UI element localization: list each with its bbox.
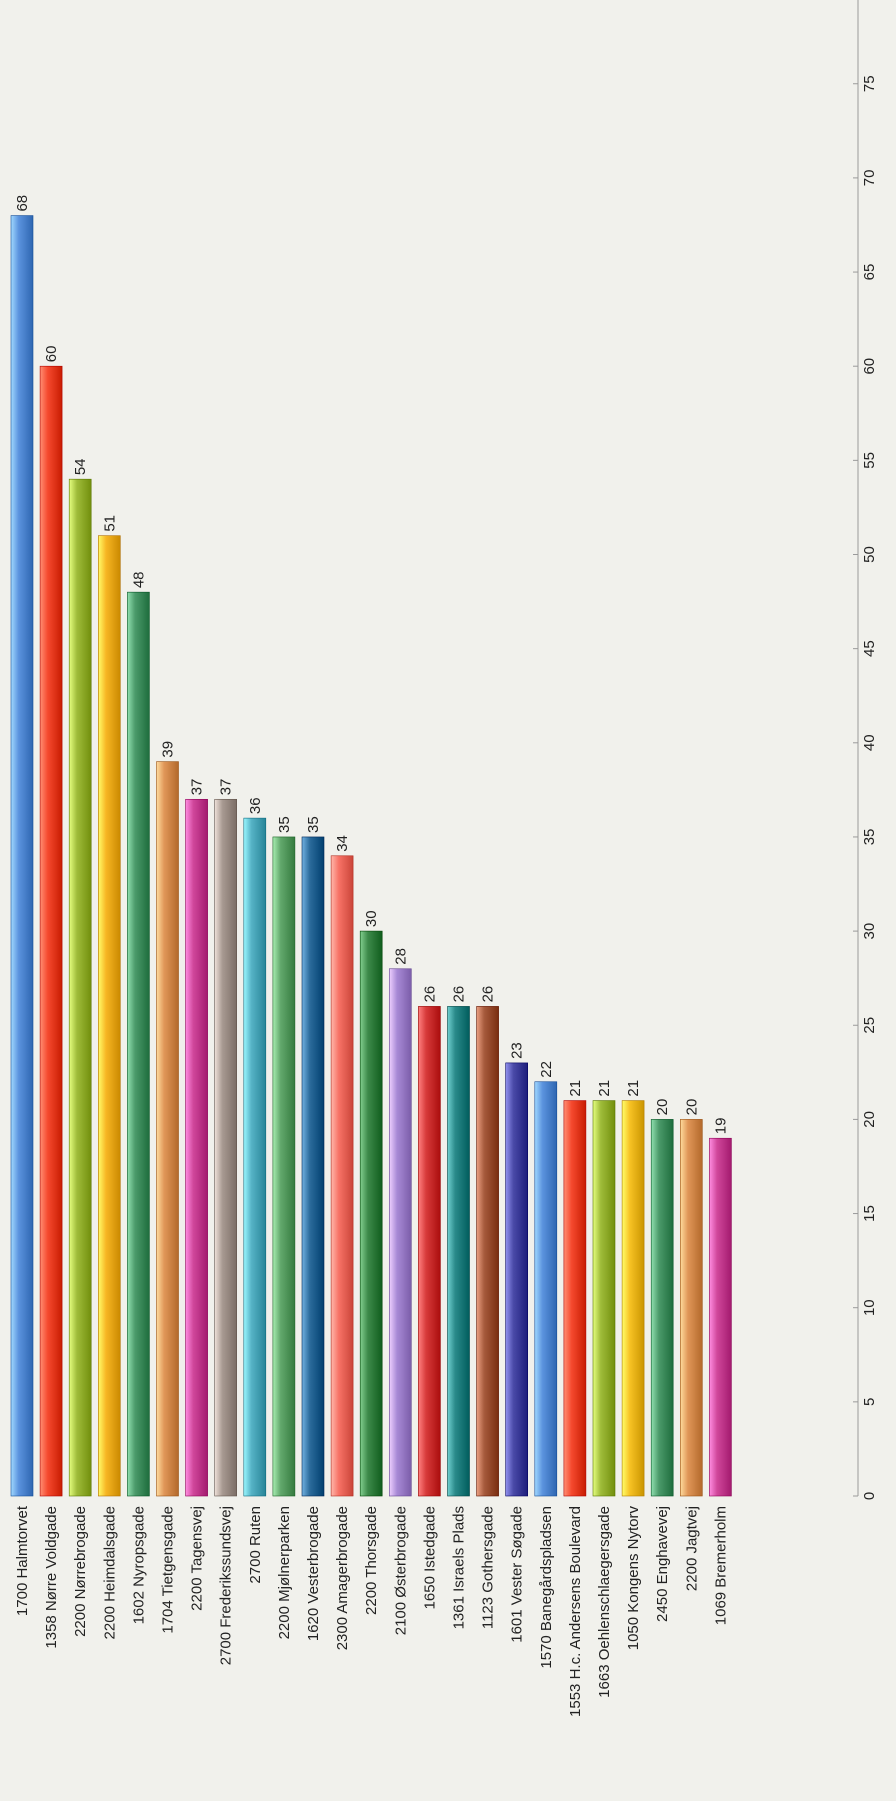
data-label: 21 (596, 1080, 613, 1097)
bars (10, 215, 732, 1497)
category-label: 1570 Banegårdspladsen (538, 1506, 555, 1669)
data-label: 26 (421, 986, 438, 1003)
data-label: 68 (14, 195, 31, 212)
axis-tick-label: 75 (861, 75, 878, 92)
category-label: 2200 Jagtvej (683, 1506, 700, 1591)
axis-tick-label: 20 (861, 1111, 878, 1128)
category-label: 1650 Istedgade (421, 1506, 438, 1609)
bar (127, 591, 150, 1497)
data-labels: 68 60 54 51 48 39 37 37 36 35 35 34 30 28 26 26 26 23 22 21… (14, 195, 729, 1134)
category-label: 1663 Oehlenschlaegersgade (596, 1506, 613, 1698)
category-label: 1361 Israels Plads (451, 1506, 468, 1629)
data-label: 20 (654, 1099, 671, 1116)
data-label: 28 (392, 948, 409, 965)
bar (592, 1100, 616, 1497)
data-label: 30 (363, 910, 380, 927)
bar (98, 535, 121, 1497)
data-label: 36 (247, 797, 264, 814)
category-label: 1069 Bremerholm (712, 1506, 729, 1625)
category-label: 1704 Tietgensgade (160, 1506, 177, 1634)
axis-tick-label: 35 (861, 829, 878, 846)
bar (418, 1006, 441, 1497)
bar (330, 855, 354, 1497)
bar (679, 1119, 703, 1497)
axis-tick-label: 10 (861, 1299, 878, 1316)
category-label: 2700 Frederikssundsvej (218, 1506, 235, 1665)
data-label: 23 (509, 1042, 526, 1059)
data-label: 22 (538, 1061, 555, 1078)
bar (359, 930, 383, 1497)
bar (243, 817, 267, 1497)
bar (563, 1100, 587, 1497)
category-label: 2700 Ruten (247, 1506, 264, 1584)
bar (534, 1081, 558, 1497)
category-label: 1620 Vesterbrogade (305, 1506, 322, 1641)
category-label: 1601 Vester Søgade (509, 1506, 526, 1643)
category-label: 2300 Amagerbrogade (334, 1506, 351, 1650)
value-axis: 05101520253035404550556065707580 (853, 0, 878, 1500)
category-label: 1553 H.c. Andersens Boulevard (567, 1506, 584, 1717)
bar (476, 1006, 499, 1497)
axis-tick-label: 45 (861, 640, 878, 657)
bar (214, 798, 237, 1497)
data-label: 35 (305, 816, 322, 833)
bar (709, 1137, 732, 1497)
data-label: 54 (72, 458, 89, 475)
category-label: 2200 Mjølnerparken (276, 1506, 293, 1639)
data-label: 37 (189, 779, 206, 796)
data-label: 21 (625, 1080, 642, 1097)
category-labels: 1700 Halmtorvet 1358 Nørre Voldgade 2200 N… (14, 1505, 729, 1717)
axis-tick-label: 70 (861, 170, 878, 187)
bar (650, 1119, 674, 1497)
category-label: 1358 Nørre Voldgade (43, 1506, 60, 1649)
axis-tick-label: 65 (861, 264, 878, 281)
axis-tick-label: 50 (861, 546, 878, 563)
category-label: 1602 Nyropsgade (130, 1506, 147, 1624)
axis-tick-label: 30 (861, 923, 878, 940)
bar (156, 761, 179, 1497)
bar (68, 478, 92, 1497)
bar (505, 1062, 529, 1497)
category-label: 2200 Heimdalsgade (101, 1506, 118, 1639)
axis-tick-label: 15 (861, 1205, 878, 1222)
axis-tick-label: 0 (861, 1492, 878, 1500)
data-label: 34 (334, 835, 351, 852)
axis-tick-label: 60 (861, 358, 878, 375)
data-label: 19 (712, 1118, 729, 1135)
bar (301, 836, 325, 1497)
category-label: 2100 Østerbrogade (392, 1506, 409, 1635)
bar (185, 798, 208, 1497)
axis-tick-label: 55 (861, 452, 878, 469)
bar (388, 968, 412, 1497)
data-label: 51 (101, 515, 118, 532)
data-label: 35 (276, 816, 293, 833)
data-label: 37 (218, 779, 235, 796)
data-label: 26 (480, 986, 497, 1003)
data-label: 20 (683, 1099, 700, 1116)
bar (10, 215, 34, 1497)
category-label: 2200 Thorsgade (363, 1506, 380, 1615)
bar (272, 836, 296, 1497)
data-label: 39 (160, 741, 177, 758)
axis-tick-label: 5 (861, 1398, 878, 1406)
category-label: 1700 Halmtorvet (14, 1505, 31, 1616)
data-label: 48 (130, 571, 147, 588)
data-label: 21 (567, 1080, 584, 1097)
category-label: 1050 Kongens Nytorv (625, 1506, 642, 1651)
bar (447, 1006, 470, 1497)
axis-tick-label: 40 (861, 734, 878, 751)
bar (39, 365, 63, 1497)
category-label: 1123 Gothersgade (480, 1506, 497, 1629)
data-label: 60 (43, 346, 60, 363)
axis-tick-label: 25 (861, 1017, 878, 1034)
category-label: 2200 Nørrebrogade (72, 1506, 89, 1637)
data-label: 26 (451, 986, 468, 1003)
bar (621, 1100, 645, 1497)
category-label: 2450 Enghavevej (654, 1506, 671, 1622)
category-label: 2200 Tagensvej (189, 1506, 206, 1611)
